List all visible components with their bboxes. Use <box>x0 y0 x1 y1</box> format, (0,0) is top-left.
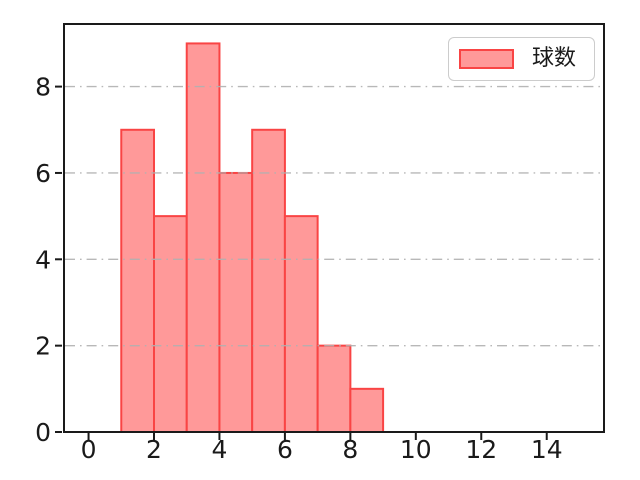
histogram-bar <box>185 42 221 434</box>
x-tick-label: 8 <box>342 435 358 464</box>
x-tick-label: 0 <box>81 435 97 464</box>
histogram-bar <box>251 128 286 433</box>
y-tick-label: 0 <box>35 418 51 447</box>
x-tick-label: 2 <box>146 435 162 464</box>
histogram-bar <box>283 215 319 433</box>
axes-spines <box>63 23 605 433</box>
y-tick-label: 2 <box>35 332 51 361</box>
x-tick-label: 14 <box>531 435 563 464</box>
legend-swatch <box>459 49 514 69</box>
x-tick-label: 12 <box>465 435 497 464</box>
legend: 球数 <box>448 37 595 81</box>
x-tick-label: 10 <box>400 435 432 464</box>
histogram-bar <box>218 171 254 433</box>
y-tick-label: 4 <box>35 245 51 274</box>
histogram-bar <box>153 215 188 433</box>
x-tick-label: 4 <box>211 435 227 464</box>
y-tick-label: 6 <box>35 159 51 188</box>
histogram-bar <box>120 128 155 433</box>
x-tick-label: 6 <box>277 435 293 464</box>
y-tick-label: 8 <box>35 73 51 102</box>
legend-label: 球数 <box>532 46 577 71</box>
histogram-bar <box>349 387 385 433</box>
histogram-bar <box>316 344 352 433</box>
